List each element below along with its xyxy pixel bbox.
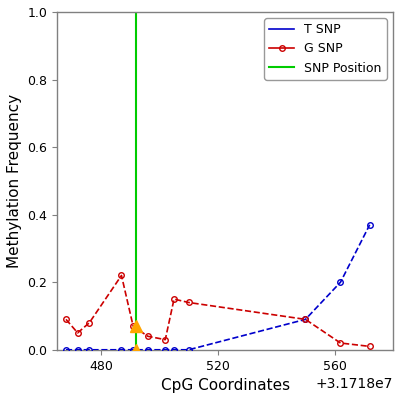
Y-axis label: Methylation Frequency: Methylation Frequency — [7, 94, 22, 268]
X-axis label: CpG Coordinates: CpG Coordinates — [160, 378, 290, 393]
Legend: T SNP, G SNP, SNP Position: T SNP, G SNP, SNP Position — [264, 18, 387, 80]
